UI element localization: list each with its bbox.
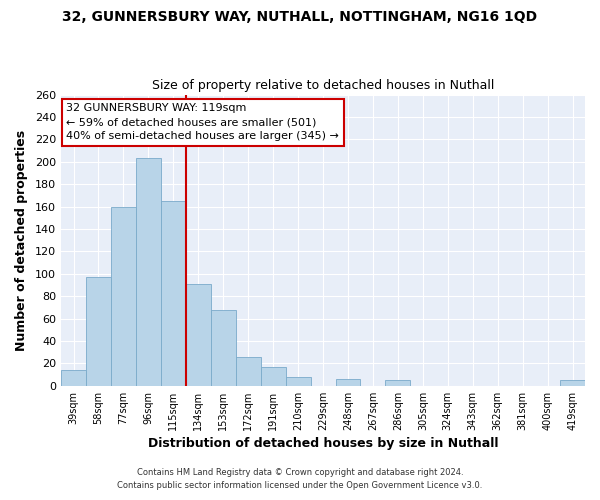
Title: Size of property relative to detached houses in Nuthall: Size of property relative to detached ho…: [152, 79, 494, 92]
Bar: [385, 380, 410, 386]
Bar: [335, 379, 361, 386]
Bar: [136, 158, 161, 386]
Text: 32 GUNNERSBURY WAY: 119sqm
← 59% of detached houses are smaller (501)
40% of sem: 32 GUNNERSBURY WAY: 119sqm ← 59% of deta…: [66, 104, 339, 142]
Bar: [560, 380, 585, 386]
Bar: [111, 206, 136, 386]
Bar: [286, 377, 311, 386]
Bar: [86, 277, 111, 386]
Bar: [161, 201, 186, 386]
Y-axis label: Number of detached properties: Number of detached properties: [15, 130, 28, 350]
Text: Contains HM Land Registry data © Crown copyright and database right 2024.
Contai: Contains HM Land Registry data © Crown c…: [118, 468, 482, 490]
Text: 32, GUNNERSBURY WAY, NUTHALL, NOTTINGHAM, NG16 1QD: 32, GUNNERSBURY WAY, NUTHALL, NOTTINGHAM…: [62, 10, 538, 24]
Bar: [236, 356, 260, 386]
Bar: [260, 367, 286, 386]
Bar: [211, 310, 236, 386]
X-axis label: Distribution of detached houses by size in Nuthall: Distribution of detached houses by size …: [148, 437, 498, 450]
Bar: [186, 284, 211, 386]
Bar: [61, 370, 86, 386]
